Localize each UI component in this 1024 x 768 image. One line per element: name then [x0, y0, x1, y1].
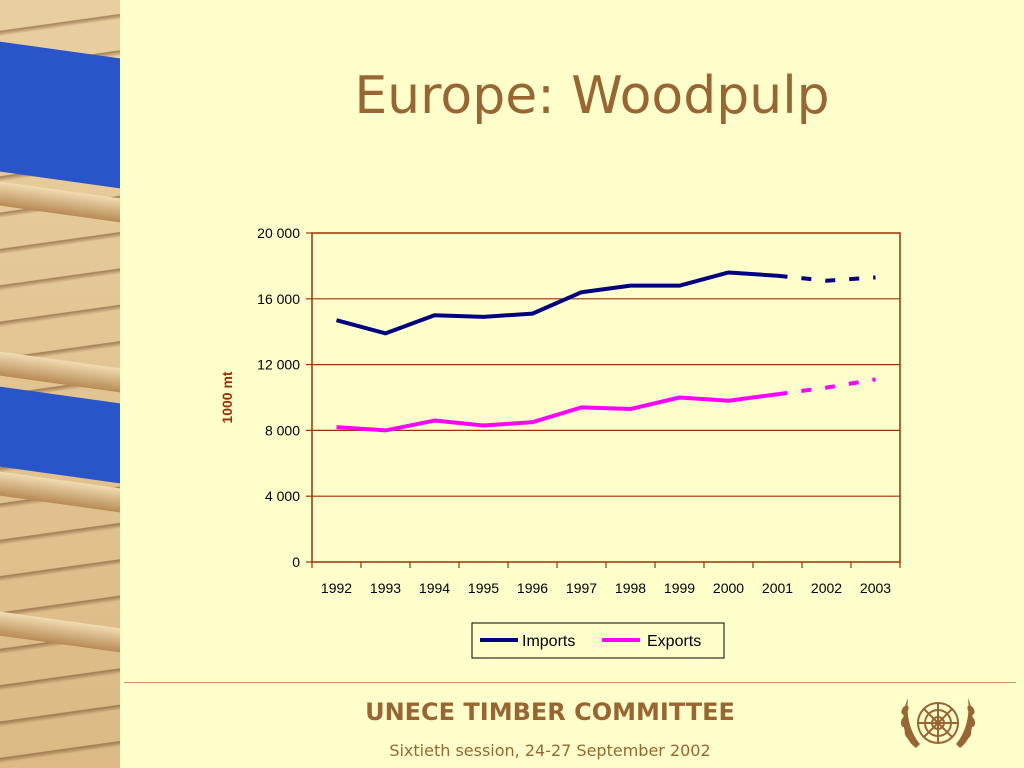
x-tick-label: 2003: [860, 580, 891, 596]
y-tick-label: 20 000: [257, 225, 300, 241]
x-tick-label: 2002: [811, 580, 842, 596]
series-line-imports: [335, 270, 778, 336]
x-tick-label: 1995: [468, 580, 499, 596]
x-tick-label: 1993: [370, 580, 401, 596]
x-tick-label: 1999: [664, 580, 695, 596]
legend-label-exports: Exports: [647, 633, 701, 650]
footer-divider: [124, 682, 1016, 683]
y-tick-label: 4 000: [265, 488, 300, 504]
legend-label-imports: Imports: [522, 633, 575, 650]
x-tick-label: 1994: [419, 580, 450, 596]
x-tick-label: 1996: [517, 580, 548, 596]
y-tick-label: 0: [292, 554, 300, 570]
side-photo: [0, 0, 120, 768]
un-emblem-icon: [900, 698, 976, 748]
series-forecast-imports: [777, 273, 876, 283]
y-tick-label: 16 000: [257, 291, 300, 307]
page-title: Europe: Woodpulp: [354, 66, 830, 126]
y-tick-label: 12 000: [257, 357, 300, 373]
footer-organization: UNECE TIMBER COMMITTEE: [365, 698, 735, 726]
series-line-exports: [336, 392, 778, 433]
x-tick-label: 1997: [566, 580, 597, 596]
y-axis-label: 1000 mt: [219, 371, 235, 423]
y-tick-label: 8 000: [265, 422, 300, 438]
x-tick-label: 2001: [762, 580, 793, 596]
x-tick-label: 2000: [713, 580, 744, 596]
x-tick-label: 1992: [321, 580, 352, 596]
series-forecast-exports: [777, 377, 876, 397]
x-tick-label: 1998: [615, 580, 646, 596]
footer-session: Sixtieth session, 24-27 September 2002: [389, 741, 711, 760]
plot-area: [311, 232, 901, 563]
line-chart: 0 4 000 8 000 12 000 16 000 20 000 1992 1993 199…: [219, 225, 901, 659]
